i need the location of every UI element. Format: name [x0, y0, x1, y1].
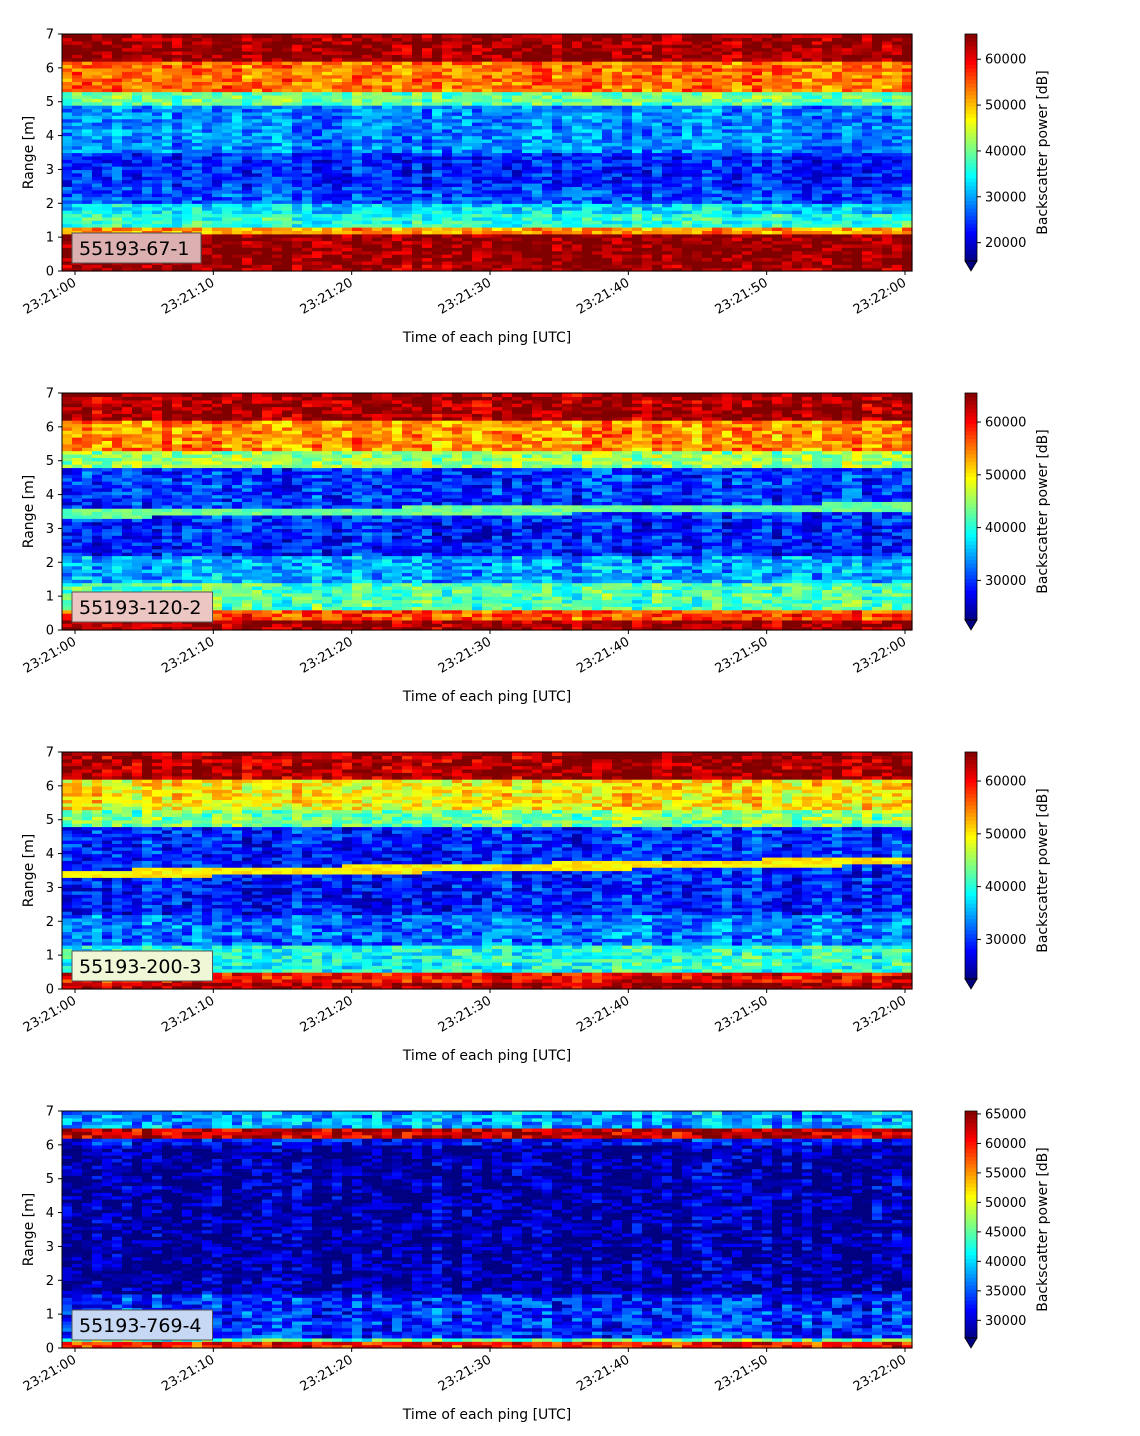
heatmap-cell: [502, 34, 513, 38]
heatmap-cell: [552, 34, 563, 38]
heatmap-cell: [462, 34, 473, 38]
heatmap-cell: [262, 34, 273, 38]
heatmap-cell: [192, 34, 203, 38]
heatmap-cell: [652, 34, 663, 38]
heatmap-cell: [232, 34, 243, 38]
heatmap-cell: [152, 34, 163, 38]
heatmap-cell: [572, 34, 583, 38]
heatmap-cell: [622, 34, 633, 38]
heatmap-cell: [332, 34, 343, 38]
heatmap-cell: [762, 34, 773, 38]
heatmap-cell: [282, 34, 293, 38]
heatmap-cell: [102, 34, 113, 38]
heatmap-cell: [372, 34, 383, 38]
heatmap-cell: [612, 34, 623, 38]
heatmap-cell: [162, 34, 173, 38]
heatmap-cell: [132, 34, 143, 38]
heatmap-cell: [592, 34, 603, 38]
heatmap-cell: [202, 34, 213, 38]
heatmap-cell: [522, 34, 533, 38]
heatmap-cell: [182, 34, 193, 38]
heatmap-cell: [142, 34, 153, 38]
heatmap-cell: [62, 34, 73, 38]
heatmap-cell: [512, 34, 523, 38]
heatmap-cell: [562, 34, 573, 38]
heatmap-cell: [642, 34, 653, 38]
heatmap-cell: [382, 34, 393, 38]
heatmap-cell: [752, 34, 763, 38]
heatmap-cell: [742, 34, 753, 38]
heatmap-cell: [352, 34, 363, 38]
heatmap-cell: [422, 34, 433, 38]
heatmap-cell: [412, 34, 423, 38]
heatmap-cell: [632, 34, 643, 38]
heatmap-cell: [492, 34, 503, 38]
heatmap-cell: [122, 34, 133, 38]
heatmap-cell: [672, 34, 683, 38]
heatmap-cell: [682, 34, 693, 38]
heatmap-cell: [732, 34, 743, 38]
heatmap-cell: [362, 34, 373, 38]
heatmap-cell: [402, 34, 413, 38]
heatmap-cell: [222, 34, 233, 38]
heatmap-cell: [252, 34, 263, 38]
heatmap-cell: [312, 34, 323, 38]
heatmap-cell: [322, 34, 333, 38]
heatmap-cell: [692, 34, 703, 38]
heatmap-cell: [542, 34, 553, 38]
heatmap-cell: [292, 34, 303, 38]
heatmap-cell: [482, 34, 493, 38]
heatmap-cell: [212, 34, 223, 38]
heatmap-cell: [532, 34, 543, 38]
heatmap-cell: [112, 34, 123, 38]
heatmap-cell: [242, 34, 253, 38]
heatmap-cell: [392, 34, 403, 38]
heatmap-cell: [712, 34, 723, 38]
heatmap-cell: [172, 34, 183, 38]
heatmap-cell: [452, 34, 463, 38]
heatmap-cell: [602, 34, 613, 38]
heatmap-cell: [702, 34, 713, 38]
heatmap-cell: [442, 34, 453, 38]
heatmap-cell: [92, 34, 103, 38]
heatmap-cell: [72, 34, 83, 38]
heatmap-cell: [432, 34, 443, 38]
heatmap-cell: [582, 34, 593, 38]
heatmap-cell: [342, 34, 353, 38]
heatmap-cell: [662, 34, 673, 38]
heatmap-cell: [472, 34, 483, 38]
heatmap-cell: [722, 34, 733, 38]
heatmap-cell: [82, 34, 93, 38]
heatmap-cell: [272, 34, 283, 38]
heatmap-cell: [302, 34, 313, 38]
